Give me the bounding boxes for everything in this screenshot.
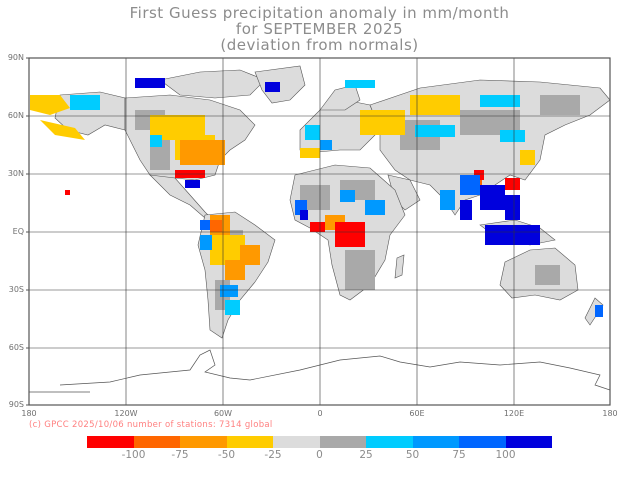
lon-label-120w: 120W (114, 409, 138, 418)
colorbar-label: 75 (452, 449, 466, 461)
colorbar-label: 25 (359, 449, 373, 461)
anomaly-plus100 (135, 78, 540, 245)
colorbar-segment (226, 436, 273, 448)
map-title-line1: First Guess precipitation anomaly in mm/… (129, 4, 510, 22)
graticule (29, 58, 610, 405)
colorbar-segment (319, 436, 366, 448)
colorbar-label: 50 (405, 449, 420, 461)
anomaly-plus75 (200, 140, 455, 297)
lat-label-90s: 90S (8, 400, 24, 409)
colorbar-segment (412, 436, 459, 448)
anomaly-plus50 (70, 80, 525, 315)
land-base (54, 65, 610, 339)
colorbar-label: 0 (316, 449, 323, 461)
lon-label-180w: 180 (21, 409, 37, 418)
lat-label-60s: 60S (8, 343, 24, 352)
lat-label-90n: 90N (7, 53, 24, 62)
lon-label-60e: 60E (409, 409, 425, 418)
anomaly-minus25 (30, 95, 535, 265)
colorbar-segment (180, 436, 227, 448)
colorbar-segment (366, 436, 413, 448)
colorbar-segment (505, 436, 552, 448)
lat-label-eq: EQ (12, 227, 24, 236)
colorbar-label: 100 (495, 449, 516, 461)
lon-label-0: 0 (317, 409, 323, 418)
antarctica-outline (29, 349, 610, 393)
lat-label-30s: 30S (8, 285, 24, 294)
colorbar-segment (133, 436, 180, 448)
lat-label-30n: 30N (7, 169, 24, 178)
colorbar-segment (87, 436, 134, 448)
ticks (26, 57, 29, 406)
copyright-text: (c) GPCC 2025/10/06 number of stations: … (29, 420, 273, 430)
map-title-line3: (deviation from normals) (220, 36, 419, 54)
colorbar (87, 436, 552, 448)
colorbar-label: -50 (217, 449, 236, 461)
lat-label-60n: 60N (7, 111, 24, 120)
colorbar-label: -25 (264, 449, 282, 461)
lon-label-120e: 120E (503, 409, 525, 418)
lon-label-180e: 180 (602, 409, 618, 418)
lon-label-60w: 60W (213, 409, 233, 418)
colorbar-label: -75 (171, 449, 189, 461)
map-title-line2: for SEPTEMBER 2025 (235, 20, 404, 38)
colorbar-label: -100 (121, 449, 146, 461)
colorbar-segment (273, 436, 320, 448)
colorbar-segment (459, 436, 506, 448)
